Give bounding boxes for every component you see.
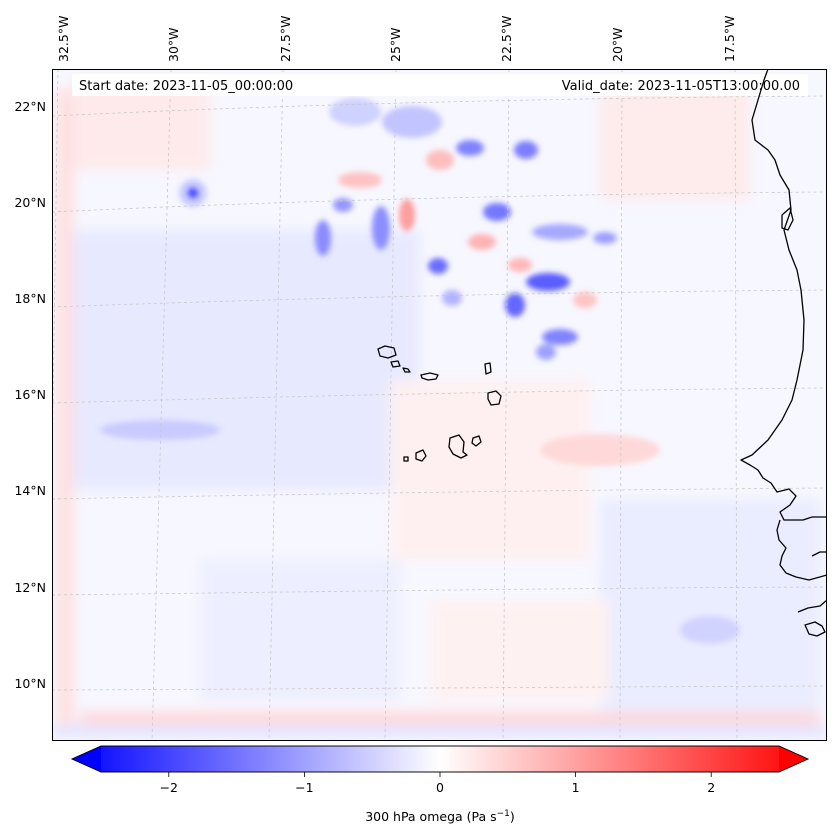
header-bar <box>72 74 808 96</box>
longitude-labels: 32.5°W 30°W 27.5°W 25°W 22.5°W 20°W 17.5… <box>56 16 737 62</box>
valid-date-label: Valid_date: 2023-11-05T13:00:00.00 <box>562 79 800 94</box>
colorbar-tick-label: −2 <box>160 780 178 795</box>
lat-label: 22°N <box>14 99 46 114</box>
colorbar-extend-high <box>779 746 808 772</box>
start-date-label: Start date: 2023-11-05_00:00:00 <box>79 79 293 94</box>
latitude-labels: 22°N 20°N 18°N 16°N 14°N 12°N 10°N <box>14 99 46 691</box>
gridlines <box>52 69 827 741</box>
map-panel <box>52 69 827 741</box>
lat-label: 18°N <box>14 291 46 306</box>
colorbar-tick-label: −1 <box>295 780 313 795</box>
lon-label: 22.5°W <box>499 16 514 62</box>
lat-label: 20°N <box>14 195 46 210</box>
lat-label: 12°N <box>14 580 46 595</box>
colorbar-body <box>71 745 809 773</box>
colorbar-ticks: −2 −1 0 1 2 <box>160 772 715 795</box>
lon-label: 32.5°W <box>56 16 71 62</box>
lon-label: 30°W <box>166 27 181 62</box>
island-santo-antao <box>377 345 397 359</box>
lon-label: 27.5°W <box>278 16 293 62</box>
lat-label: 14°N <box>14 483 46 498</box>
lon-label: 25°W <box>388 27 403 62</box>
colorbar-tick-label: 0 <box>436 780 444 795</box>
map-frame <box>52 69 827 741</box>
colorbar-tick-label: 2 <box>707 780 715 795</box>
colorbar-extend-low <box>72 746 101 772</box>
lat-label: 16°N <box>14 387 46 402</box>
coastlines <box>377 69 827 637</box>
lon-label: 17.5°W <box>722 16 737 62</box>
colorbar-title: 300 hPa omega (Pa s−1) <box>365 809 515 824</box>
island-santiago <box>448 434 468 459</box>
colorbar: −2 −1 0 1 2 300 hPa omega (Pa s−1) <box>71 745 809 824</box>
lat-label: 10°N <box>14 676 46 691</box>
colorbar-tick-label: 1 <box>572 780 580 795</box>
lon-label: 20°W <box>610 27 625 62</box>
omega-field <box>52 80 827 737</box>
